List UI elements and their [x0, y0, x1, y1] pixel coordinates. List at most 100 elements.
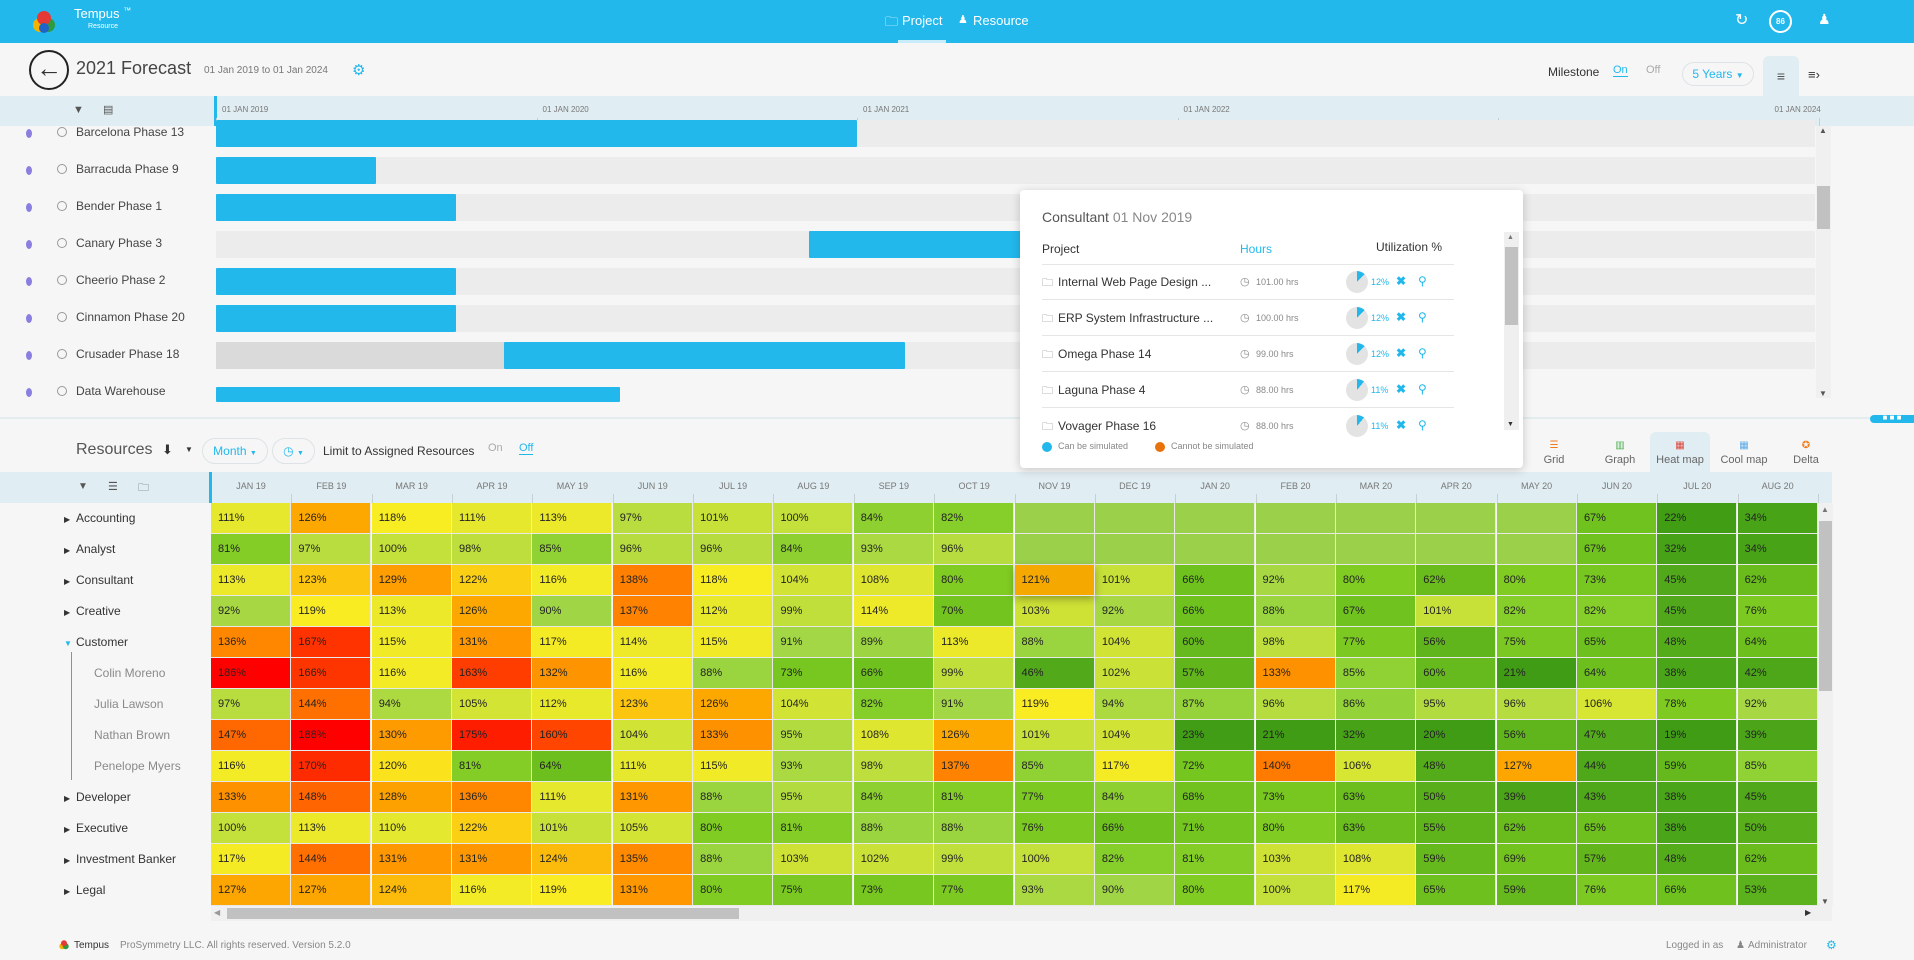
project-select-radio[interactable]	[57, 201, 67, 211]
project-name[interactable]: Bender Phase 1	[76, 199, 163, 213]
heatmap-cell[interactable]: 43%	[1576, 782, 1657, 813]
heatmap-cell[interactable]: 95%	[773, 782, 854, 813]
heatmap-cell[interactable]: 57%	[1175, 658, 1256, 689]
heatmap-cell[interactable]: 102%	[1094, 658, 1175, 689]
heatmap-cell[interactable]: 78%	[1657, 689, 1738, 720]
heatmap-cell[interactable]: 96%	[693, 534, 774, 565]
heatmap-cell[interactable]: 71%	[1175, 813, 1256, 844]
heatmap-cell[interactable]: 138%	[612, 565, 693, 596]
heatmap-cell[interactable]	[1335, 503, 1416, 534]
heatmap-cell[interactable]: 60%	[1175, 627, 1256, 658]
heatmap-cell[interactable]: 57%	[1576, 844, 1657, 875]
heatmap-cell[interactable]: 75%	[773, 875, 854, 906]
heatmap-cell[interactable]: 98%	[853, 751, 934, 782]
heatmap-cell[interactable]: 118%	[693, 565, 774, 596]
heatmap-cell[interactable]: 117%	[1094, 751, 1175, 782]
user-icon[interactable]: ♟	[1818, 11, 1831, 27]
location-pin-icon[interactable]: ⚲	[1418, 382, 1427, 396]
refresh-icon[interactable]: ↻	[1735, 12, 1749, 29]
heatmap-cell[interactable]: 110%	[371, 813, 452, 844]
heatmap-cell[interactable]: 67%	[1576, 503, 1657, 534]
heatmap-cell[interactable]: 140%	[1255, 751, 1336, 782]
project-select-radio[interactable]	[57, 312, 67, 322]
heatmap-cell[interactable]: 133%	[693, 720, 774, 751]
popup-row[interactable]: 🗀 Internal Web Page Design ... ◷ 101.00 hrs…	[1042, 265, 1454, 300]
heatmap-cell[interactable]: 96%	[612, 534, 693, 565]
resource-row-label[interactable]: ▶ Consultant	[64, 573, 264, 587]
heatmap-cell[interactable]: 82%	[1094, 844, 1175, 875]
popup-row[interactable]: 🗀 ERP System Infrastructure ... ◷ 100.00 hr…	[1042, 301, 1454, 336]
filter-icon[interactable]: ▼	[73, 104, 84, 116]
heatmap-cell[interactable]: 101%	[532, 813, 613, 844]
heatmap-cell[interactable]: 88%	[693, 658, 774, 689]
filter-icon[interactable]: ▼	[78, 481, 88, 492]
heatmap-cell[interactable]: 88%	[1014, 627, 1095, 658]
heatmap-cell[interactable]: 86%	[1335, 689, 1416, 720]
remove-icon[interactable]: ✖	[1396, 382, 1407, 396]
heatmap-cell[interactable]: 103%	[1255, 844, 1336, 875]
heatmap-cell[interactable]: 123%	[291, 565, 372, 596]
heatmap-cell[interactable]: 67%	[1576, 534, 1657, 565]
expand-icon[interactable]: ▶	[64, 608, 71, 617]
heatmap-cell[interactable]: 63%	[1335, 782, 1416, 813]
heatmap-cell[interactable]: 85%	[1335, 658, 1416, 689]
heatmap-cell[interactable]: 64%	[532, 751, 613, 782]
remove-icon[interactable]: ✖	[1396, 418, 1407, 432]
heatmap-cell[interactable]: 39%	[1496, 782, 1577, 813]
heatmap-cell[interactable]	[1416, 503, 1497, 534]
heatmap-cell[interactable]: 112%	[532, 689, 613, 720]
heatmap-cell[interactable]: 93%	[773, 751, 854, 782]
heatmap-cell[interactable]: 76%	[1576, 875, 1657, 906]
heatmap-cell[interactable]: 97%	[211, 689, 291, 720]
heatmap-cell[interactable]: 113%	[291, 813, 372, 844]
view-tab-cool-map[interactable]: ▦ Cool map	[1714, 440, 1774, 466]
heatmap-cell[interactable]: 106%	[1335, 751, 1416, 782]
heatmap-cell[interactable]: 126%	[934, 720, 1015, 751]
heatmap-cell[interactable]: 90%	[1094, 875, 1175, 906]
heatmap-cell[interactable]: 48%	[1416, 751, 1497, 782]
heatmap-cell[interactable]: 137%	[934, 751, 1015, 782]
heatmap-cell[interactable]	[1175, 503, 1256, 534]
range-select[interactable]: 5 Years ▼	[1682, 62, 1754, 86]
heatmap-cell[interactable]	[1255, 503, 1336, 534]
heatmap-cell[interactable]: 131%	[612, 875, 693, 906]
heatmap-cell[interactable]	[1496, 503, 1577, 534]
heatmap-cell[interactable]: 131%	[452, 844, 533, 875]
heatmap-cell[interactable]: 95%	[1416, 689, 1497, 720]
popup-project-name[interactable]: Omega Phase 14	[1058, 347, 1152, 361]
heatmap-cell[interactable]	[1175, 534, 1256, 565]
heatmap-cell[interactable]: 117%	[532, 627, 613, 658]
scroll-thumb[interactable]	[227, 908, 739, 919]
heatmap-cell[interactable]	[1335, 534, 1416, 565]
heatmap-cell[interactable]: 66%	[1175, 565, 1256, 596]
view-tab-graph[interactable]: ▥ Graph	[1590, 440, 1650, 466]
popup-project-name[interactable]: ERP System Infrastructure ...	[1058, 311, 1214, 325]
heatmap-cell[interactable]: 104%	[773, 689, 854, 720]
heatmap-cell[interactable]: 101%	[1094, 565, 1175, 596]
heatmap-cell[interactable]	[1014, 534, 1095, 565]
period-select[interactable]: Month ▼	[202, 438, 268, 464]
heatmap-cell[interactable]: 103%	[1014, 596, 1095, 627]
heatmap-cell[interactable]: 20%	[1416, 720, 1497, 751]
heatmap-cell[interactable]: 32%	[1335, 720, 1416, 751]
heatmap-cell[interactable]: 62%	[1416, 565, 1497, 596]
heatmap-cell[interactable]: 114%	[853, 596, 934, 627]
view-tab-grid[interactable]: ☰ Grid	[1524, 440, 1584, 466]
back-button[interactable]: ←	[29, 50, 69, 90]
expand-icon[interactable]: ▶	[64, 856, 71, 865]
heatmap-cell[interactable]: 80%	[1335, 565, 1416, 596]
heatmap-cell[interactable]: 126%	[291, 503, 372, 534]
milestone-on[interactable]: On	[1613, 64, 1628, 77]
heatmap-cell[interactable]: 50%	[1416, 782, 1497, 813]
resource-row-label[interactable]: ▶ Legal	[64, 883, 264, 897]
heatmap-cell[interactable]: 80%	[1255, 813, 1336, 844]
expand-icon[interactable]: ▶	[64, 794, 71, 803]
heatmap-cell[interactable]: 59%	[1496, 875, 1577, 906]
heatmap-cell[interactable]: 102%	[853, 844, 934, 875]
heatmap-cell[interactable]: 113%	[532, 503, 613, 534]
heatmap-cell[interactable]: 84%	[853, 503, 934, 534]
heatmap-cell[interactable]: 38%	[1657, 782, 1738, 813]
heatmap-cell[interactable]: 92%	[1737, 689, 1818, 720]
heatmap-cell[interactable]: 170%	[291, 751, 372, 782]
heatmap-cell[interactable]: 94%	[371, 689, 452, 720]
